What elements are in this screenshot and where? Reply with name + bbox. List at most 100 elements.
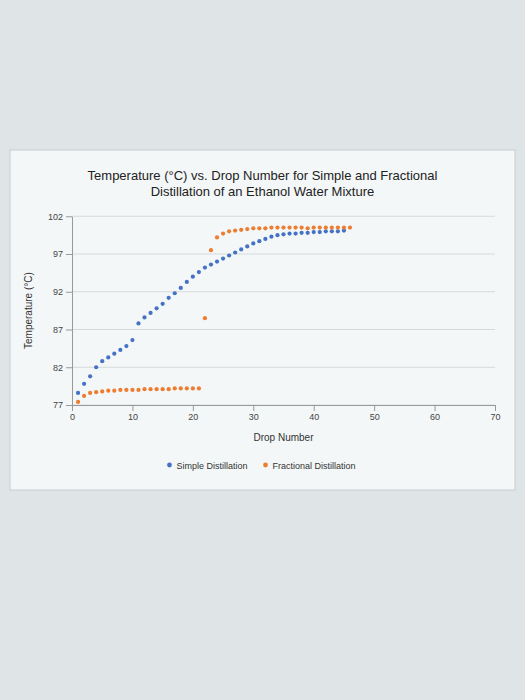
point <box>100 389 104 393</box>
legend-label: Fractional Distillation <box>273 461 356 471</box>
x-axis-tick-mark <box>132 405 133 411</box>
point <box>300 231 304 235</box>
point <box>251 241 255 245</box>
point <box>197 270 201 274</box>
point <box>263 237 267 241</box>
y-axis-tick-label: 92 <box>53 287 63 297</box>
x-axis-tick-label: 30 <box>249 412 259 422</box>
x-axis-tick-label: 40 <box>309 412 319 422</box>
x-axis-tick-label: 70 <box>490 412 500 422</box>
point <box>330 229 334 233</box>
point <box>348 225 352 229</box>
point <box>82 382 86 386</box>
point <box>221 256 225 260</box>
point <box>239 247 243 251</box>
point <box>94 390 98 394</box>
x-axis-tick-mark <box>253 405 254 411</box>
point <box>281 225 285 229</box>
y-axis-tick: 92 <box>53 287 72 297</box>
point <box>124 388 128 392</box>
point <box>173 291 177 295</box>
point <box>251 226 255 230</box>
x-axis-tick-label: 50 <box>370 412 380 422</box>
y-axis-tick-label: 77 <box>53 400 63 410</box>
point <box>324 225 328 229</box>
grid-line <box>72 405 495 406</box>
y-axis-tick-label: 87 <box>53 325 63 335</box>
y-axis-line <box>72 217 73 406</box>
point <box>118 348 122 352</box>
point <box>233 228 237 232</box>
point <box>318 230 322 234</box>
point <box>269 225 273 229</box>
point <box>336 225 340 229</box>
point <box>215 259 219 263</box>
point <box>82 394 86 398</box>
point <box>312 230 316 234</box>
point <box>142 315 146 319</box>
y-axis-tick-label: 97 <box>53 249 63 259</box>
x-axis-tick: 70 <box>490 405 500 422</box>
x-axis-tick: 30 <box>249 405 259 422</box>
grid-line <box>72 216 495 217</box>
point <box>239 228 243 232</box>
point <box>245 244 249 248</box>
x-axis-tick-label: 20 <box>188 412 198 422</box>
x-axis-line <box>73 405 496 406</box>
y-axis-tick: 87 <box>53 325 72 335</box>
point <box>88 374 92 378</box>
legend: Simple Distillation Fractional Distillati… <box>167 461 355 471</box>
point <box>263 226 267 230</box>
point <box>118 388 122 392</box>
point <box>124 344 128 348</box>
y-axis-tick: 77 <box>53 400 72 410</box>
y-axis-title: Temperature (°C) <box>23 272 34 349</box>
point <box>306 226 310 230</box>
chart-area <box>10 150 515 490</box>
x-axis-tick-mark <box>435 405 436 411</box>
grid-line <box>72 367 495 368</box>
point <box>330 225 334 229</box>
point <box>88 391 92 395</box>
x-axis-tick: 0 <box>70 405 75 422</box>
y-axis-tick-mark <box>66 292 72 293</box>
point <box>209 248 213 252</box>
x-axis-tick-label: 0 <box>70 412 75 422</box>
point <box>130 388 134 392</box>
point <box>161 302 165 306</box>
point <box>161 387 165 391</box>
x-axis-tick-mark <box>72 405 73 411</box>
point <box>142 387 146 391</box>
y-axis-tick-mark <box>66 216 72 217</box>
x-axis-tick-label: 60 <box>430 412 440 422</box>
point <box>287 225 291 229</box>
point <box>257 239 261 243</box>
point <box>185 386 189 390</box>
point <box>342 225 346 229</box>
point <box>275 233 279 237</box>
x-axis-tick: 10 <box>128 405 138 422</box>
point <box>173 386 177 390</box>
grid-line <box>72 291 495 292</box>
x-axis: 0 10 20 30 40 50 60 70 <box>70 405 501 422</box>
x-axis-tick: 20 <box>188 405 198 422</box>
point <box>136 321 140 325</box>
point <box>281 232 285 236</box>
point <box>106 389 110 393</box>
point <box>76 391 80 395</box>
point <box>148 387 152 391</box>
series <box>76 228 346 395</box>
y-axis-tick-label: 82 <box>53 363 63 373</box>
legend-item: Simple Distillation <box>167 461 247 471</box>
point <box>191 275 195 279</box>
point <box>148 311 152 315</box>
point <box>179 386 183 390</box>
legend-label: Simple Distillation <box>176 461 247 471</box>
point <box>318 225 322 229</box>
point <box>100 359 104 363</box>
point <box>336 229 340 233</box>
y-axis-tick-label: 102 <box>48 212 63 222</box>
point <box>106 355 110 359</box>
x-axis-tick: 60 <box>430 405 440 422</box>
point <box>257 226 261 230</box>
